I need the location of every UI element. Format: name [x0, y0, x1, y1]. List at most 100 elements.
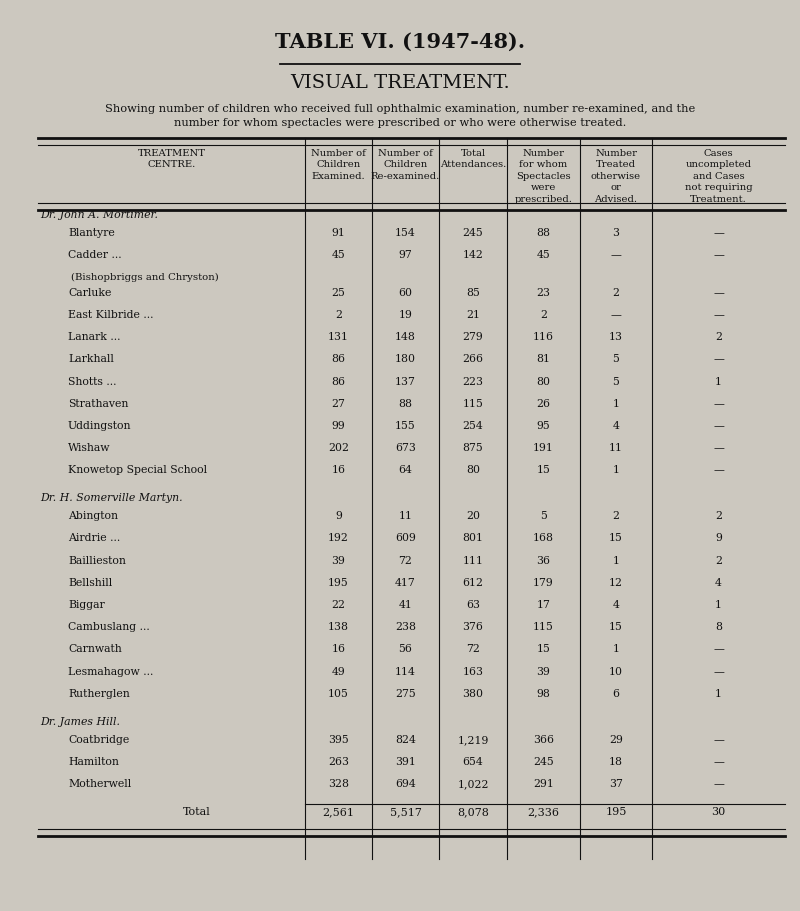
Text: 13: 13	[609, 332, 623, 342]
Text: 25: 25	[331, 287, 346, 297]
Text: 694: 694	[395, 778, 416, 788]
Text: 8: 8	[715, 621, 722, 631]
Text: 29: 29	[609, 734, 623, 744]
Text: 1,219: 1,219	[458, 734, 489, 744]
Text: —: —	[713, 228, 724, 238]
Text: 9: 9	[335, 511, 342, 521]
Text: 15: 15	[609, 533, 623, 543]
Text: Dr. James Hill.: Dr. James Hill.	[40, 716, 120, 726]
Text: 98: 98	[537, 688, 550, 698]
Text: 673: 673	[395, 443, 416, 453]
Text: 56: 56	[398, 644, 413, 654]
Text: 88: 88	[537, 228, 550, 238]
Text: 19: 19	[398, 310, 413, 320]
Text: 41: 41	[398, 599, 413, 609]
Text: 328: 328	[328, 778, 349, 788]
Text: VISUAL TREATMENT.: VISUAL TREATMENT.	[290, 74, 510, 92]
Text: TREATMENT
CENTRE.: TREATMENT CENTRE.	[138, 148, 206, 169]
Text: —: —	[713, 287, 724, 297]
Text: 1: 1	[715, 599, 722, 609]
Text: 30: 30	[711, 806, 726, 816]
Text: Larkhall: Larkhall	[68, 353, 114, 363]
Text: 86: 86	[331, 353, 346, 363]
Text: —: —	[713, 666, 724, 676]
Text: 2,561: 2,561	[322, 806, 354, 816]
Text: Carnwath: Carnwath	[68, 644, 122, 654]
Text: 49: 49	[332, 666, 346, 676]
Text: Rutherglen: Rutherglen	[68, 688, 130, 698]
Text: 1: 1	[613, 644, 619, 654]
Text: 366: 366	[533, 734, 554, 744]
Text: Cases
uncompleted
and Cases
not requiring
Treatment.: Cases uncompleted and Cases not requirin…	[685, 148, 752, 203]
Text: —: —	[713, 310, 724, 320]
Text: 612: 612	[462, 578, 483, 588]
Text: 17: 17	[537, 599, 550, 609]
Text: 22: 22	[331, 599, 346, 609]
Text: 1: 1	[613, 465, 619, 475]
Text: Dr. H. Somerville Martyn.: Dr. H. Somerville Martyn.	[40, 493, 182, 503]
Text: 191: 191	[533, 443, 554, 453]
Text: 39: 39	[537, 666, 550, 676]
Text: 2: 2	[540, 310, 547, 320]
Text: 195: 195	[606, 806, 626, 816]
Text: 86: 86	[331, 376, 346, 386]
Text: 97: 97	[398, 251, 412, 261]
Text: 609: 609	[395, 533, 416, 543]
Text: Uddingston: Uddingston	[68, 421, 131, 430]
Text: 654: 654	[462, 756, 483, 766]
Text: 36: 36	[537, 555, 550, 565]
Text: 8,078: 8,078	[457, 806, 489, 816]
Text: 16: 16	[331, 465, 346, 475]
Text: 5,517: 5,517	[390, 806, 422, 816]
Text: Carluke: Carluke	[68, 287, 111, 297]
Text: Knowetop Special School: Knowetop Special School	[68, 465, 207, 475]
Text: 111: 111	[462, 555, 483, 565]
Text: 15: 15	[609, 621, 623, 631]
Text: 417: 417	[395, 578, 416, 588]
Text: Cambuslang ...: Cambuslang ...	[68, 621, 150, 631]
Text: 801: 801	[462, 533, 483, 543]
Text: 2: 2	[715, 332, 722, 342]
Text: 2: 2	[613, 511, 619, 521]
Text: 37: 37	[609, 778, 623, 788]
Text: 115: 115	[462, 398, 483, 408]
Text: 279: 279	[462, 332, 483, 342]
Text: TABLE VI. (1947-48).: TABLE VI. (1947-48).	[275, 32, 525, 52]
Text: 80: 80	[466, 465, 480, 475]
Text: (Bishopbriggs and Chryston): (Bishopbriggs and Chryston)	[71, 272, 218, 281]
Text: 11: 11	[398, 511, 413, 521]
Text: 266: 266	[462, 353, 483, 363]
Text: Cadder ...: Cadder ...	[68, 251, 122, 261]
Text: 168: 168	[533, 533, 554, 543]
Text: 4: 4	[715, 578, 722, 588]
Text: 263: 263	[328, 756, 349, 766]
Text: 20: 20	[466, 511, 480, 521]
Text: 9: 9	[715, 533, 722, 543]
Text: Airdrie ...: Airdrie ...	[68, 533, 120, 543]
Text: 376: 376	[462, 621, 483, 631]
Text: 12: 12	[609, 578, 623, 588]
Text: 1: 1	[715, 688, 722, 698]
Text: 238: 238	[395, 621, 416, 631]
Text: 105: 105	[328, 688, 349, 698]
Text: Blantyre: Blantyre	[68, 228, 114, 238]
Text: 291: 291	[533, 778, 554, 788]
Text: 5: 5	[613, 353, 619, 363]
Text: Lanark ...: Lanark ...	[68, 332, 121, 342]
Text: Coatbridge: Coatbridge	[68, 734, 130, 744]
Text: 179: 179	[533, 578, 554, 588]
Text: 137: 137	[395, 376, 416, 386]
Text: —: —	[713, 734, 724, 744]
Text: Dr. John A. Mortimer.: Dr. John A. Mortimer.	[40, 210, 158, 220]
Text: 72: 72	[466, 644, 480, 654]
Text: Bellshill: Bellshill	[68, 578, 112, 588]
Text: 18: 18	[609, 756, 623, 766]
Text: 21: 21	[466, 310, 480, 320]
Text: —: —	[713, 421, 724, 430]
Text: 80: 80	[537, 376, 550, 386]
Text: Biggar: Biggar	[68, 599, 105, 609]
Text: 6: 6	[613, 688, 619, 698]
Text: Number of
Children
Re-examined.: Number of Children Re-examined.	[371, 148, 440, 180]
Text: 1,022: 1,022	[458, 778, 489, 788]
Text: 116: 116	[533, 332, 554, 342]
